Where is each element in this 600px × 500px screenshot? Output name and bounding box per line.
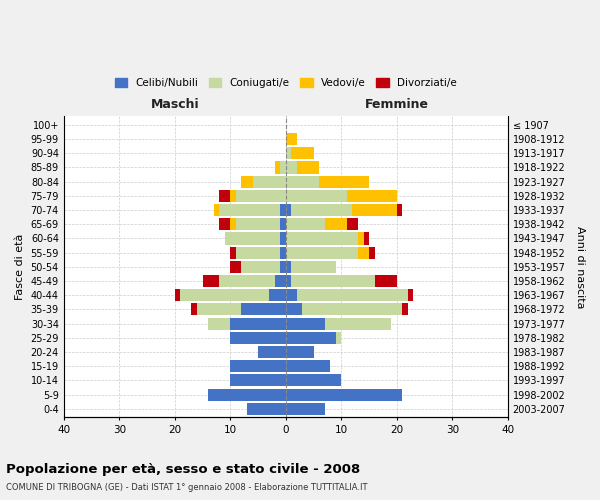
Bar <box>319 176 369 188</box>
Bar <box>408 289 413 302</box>
Bar <box>236 246 280 258</box>
Bar <box>302 304 403 316</box>
Bar <box>292 261 336 273</box>
Bar <box>230 261 241 273</box>
Bar <box>325 218 347 230</box>
Bar <box>297 289 408 302</box>
Bar <box>286 289 297 302</box>
Bar <box>286 232 358 244</box>
Bar <box>280 246 286 258</box>
Bar <box>292 275 374 287</box>
Bar <box>358 232 364 244</box>
Bar <box>253 176 286 188</box>
Y-axis label: Fasce di età: Fasce di età <box>15 234 25 300</box>
Bar <box>374 275 397 287</box>
Bar <box>230 190 236 202</box>
Bar <box>230 374 286 386</box>
Bar <box>347 218 358 230</box>
Legend: Celibi/Nubili, Coniugati/e, Vedovi/e, Divorziati/e: Celibi/Nubili, Coniugati/e, Vedovi/e, Di… <box>110 74 461 92</box>
Bar <box>286 133 297 145</box>
Bar <box>236 218 280 230</box>
Bar <box>286 176 319 188</box>
Bar <box>286 218 325 230</box>
Bar <box>286 246 358 258</box>
Bar <box>241 176 253 188</box>
Text: Femmine: Femmine <box>365 98 429 112</box>
Bar <box>286 148 292 160</box>
Bar <box>280 232 286 244</box>
Bar <box>214 204 219 216</box>
Bar <box>352 204 397 216</box>
Bar <box>219 204 280 216</box>
Bar <box>241 261 280 273</box>
Bar <box>364 232 369 244</box>
Bar <box>286 162 297 173</box>
Bar <box>292 148 314 160</box>
Bar <box>286 403 325 415</box>
Bar <box>297 162 319 173</box>
Y-axis label: Anni di nascita: Anni di nascita <box>575 226 585 308</box>
Bar <box>247 403 286 415</box>
Bar <box>219 275 275 287</box>
Bar <box>280 261 286 273</box>
Bar <box>286 318 325 330</box>
Bar <box>325 318 391 330</box>
Bar <box>286 190 347 202</box>
Bar <box>397 204 403 216</box>
Bar <box>230 360 286 372</box>
Bar <box>292 204 352 216</box>
Bar <box>358 246 369 258</box>
Text: Popolazione per età, sesso e stato civile - 2008: Popolazione per età, sesso e stato civil… <box>6 462 360 475</box>
Bar <box>230 332 286 344</box>
Bar <box>280 162 286 173</box>
Bar <box>181 289 269 302</box>
Bar <box>269 289 286 302</box>
Bar <box>347 190 397 202</box>
Bar <box>236 190 286 202</box>
Bar <box>230 218 236 230</box>
Bar <box>275 162 280 173</box>
Bar <box>286 332 336 344</box>
Bar <box>225 232 280 244</box>
Bar <box>230 318 286 330</box>
Bar <box>203 275 219 287</box>
Bar <box>286 275 292 287</box>
Bar <box>275 275 286 287</box>
Bar <box>280 218 286 230</box>
Bar <box>286 261 292 273</box>
Bar <box>258 346 286 358</box>
Bar <box>280 204 286 216</box>
Bar <box>286 360 330 372</box>
Bar <box>286 346 314 358</box>
Bar <box>219 218 230 230</box>
Bar <box>286 388 403 400</box>
Bar <box>191 304 197 316</box>
Bar <box>286 204 292 216</box>
Text: Maschi: Maschi <box>151 98 199 112</box>
Bar <box>197 304 241 316</box>
Bar <box>219 190 230 202</box>
Text: COMUNE DI TRIBOGNA (GE) - Dati ISTAT 1° gennaio 2008 - Elaborazione TUTTITALIA.I: COMUNE DI TRIBOGNA (GE) - Dati ISTAT 1° … <box>6 482 367 492</box>
Bar <box>241 304 286 316</box>
Bar <box>175 289 181 302</box>
Bar <box>286 374 341 386</box>
Bar <box>208 318 230 330</box>
Bar <box>230 246 236 258</box>
Bar <box>208 388 286 400</box>
Bar <box>369 246 374 258</box>
Bar <box>336 332 341 344</box>
Bar <box>286 304 302 316</box>
Bar <box>403 304 408 316</box>
